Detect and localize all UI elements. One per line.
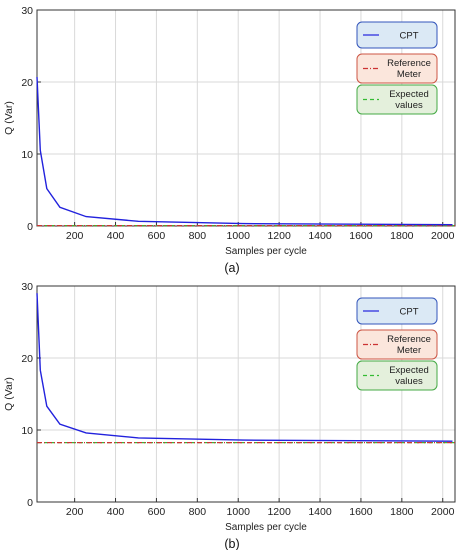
y-tick-label: 30 (21, 5, 33, 17)
y-axis-label: Q (Var) (3, 101, 15, 135)
legend-label-reference-meter: Reference Meter (387, 58, 431, 80)
legend-box-expected-values (356, 84, 438, 115)
legend-box-expected-values (356, 360, 438, 391)
axes-frame (36, 285, 456, 503)
legend-label-line: Reference (387, 334, 431, 345)
legend-box-reference-meter (356, 329, 438, 360)
x-tick-label: 400 (107, 230, 125, 242)
legend-label-expected-values: Expected values (389, 365, 429, 387)
panel-label: (b) (224, 537, 239, 550)
x-axis-label: Samples per cycle (225, 522, 307, 533)
x-tick-label: 200 (66, 230, 84, 242)
legend-box-cpt (356, 297, 438, 325)
x-tick-label: 1800 (390, 230, 414, 242)
y-tick-label: 0 (27, 221, 33, 233)
legend-label-line: values (395, 376, 423, 387)
x-axis-label: Samples per cycle (225, 246, 307, 257)
x-tick-label: 1000 (227, 506, 251, 518)
legend-label-line: Meter (397, 69, 421, 80)
legend-box-reference-meter (356, 53, 438, 84)
legend-label-line: Expected (389, 365, 429, 376)
y-tick-label: 0 (27, 497, 33, 509)
axes-frame (36, 9, 456, 227)
legend-label-cpt: CPT (400, 31, 419, 42)
y-tick-label: 20 (21, 77, 33, 89)
legend-label-reference-meter: Reference Meter (387, 334, 431, 356)
x-tick-label: 800 (189, 230, 207, 242)
x-tick-label: 1200 (267, 506, 291, 518)
x-tick-label: 2000 (431, 506, 455, 518)
x-tick-label: 2000 (431, 230, 455, 242)
x-tick-label: 200 (66, 506, 84, 518)
x-tick-label: 1200 (267, 230, 291, 242)
y-tick-label: 10 (21, 149, 33, 161)
x-tick-label: 1800 (390, 506, 414, 518)
legend-label-cpt: CPT (400, 307, 419, 318)
x-tick-label: 1000 (227, 230, 251, 242)
y-tick-label: 10 (21, 425, 33, 437)
legend-label-expected-values: Expected values (389, 89, 429, 111)
chart-b: 200 400 600 800 1000 1200 1400 1600 1800 2000 0 10 2… (3, 281, 456, 550)
series-line-cpt (36, 293, 453, 442)
x-tick-label: 600 (148, 230, 166, 242)
series-line-cpt (36, 76, 453, 226)
x-tick-label: 800 (189, 506, 207, 518)
panel-label: (a) (224, 261, 239, 275)
y-tick-label: 30 (21, 281, 33, 293)
legend-box-cpt (356, 21, 438, 49)
x-tick-label: 400 (107, 506, 125, 518)
legend-label-line: Meter (397, 345, 421, 356)
x-tick-label: 1400 (308, 506, 332, 518)
x-tick-label: 1600 (349, 230, 373, 242)
chart-a: 200 400 600 800 1000 1200 1400 1600 1800 2000 0 10 2… (3, 5, 456, 275)
legend-label-line: values (395, 100, 423, 111)
x-tick-label: 1600 (349, 506, 373, 518)
legend-label-line: Expected (389, 89, 429, 100)
y-tick-label: 20 (21, 353, 33, 365)
legend-label-line: Reference (387, 58, 431, 69)
x-tick-label: 600 (148, 506, 166, 518)
y-axis-label: Q (Var) (3, 377, 15, 411)
x-tick-label: 1400 (308, 230, 332, 242)
